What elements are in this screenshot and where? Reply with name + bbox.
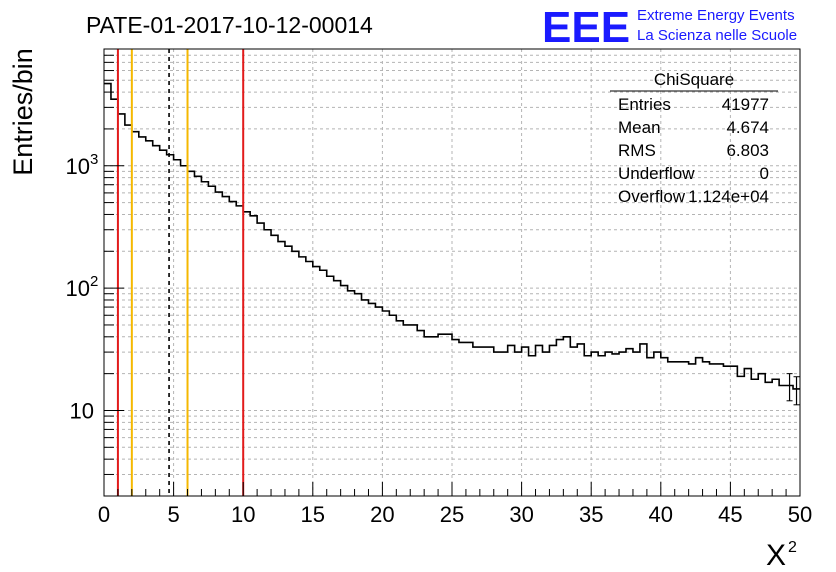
y-tick-label: 10 <box>70 398 94 423</box>
run-title: PATE-01-2017-10-12-00014 <box>86 12 373 38</box>
stats-value-mean: 4.674 <box>726 118 769 137</box>
stats-value-underflow: 0 <box>760 164 769 183</box>
y-tick-label: 10 <box>66 276 90 301</box>
eee-logo: EEE <box>542 3 630 52</box>
stats-label-underflow: Underflow <box>618 164 695 183</box>
x-tick-label: 10 <box>231 502 255 527</box>
histogram-outline <box>104 82 800 390</box>
x-tick-label: 5 <box>167 502 179 527</box>
x-tick-label: 30 <box>509 502 533 527</box>
logo-line-1: Extreme Energy Events <box>637 7 795 24</box>
reference-lines <box>116 49 245 496</box>
stats-label-overflow: Overflow <box>618 187 686 206</box>
stats-label-mean: Mean <box>618 118 661 137</box>
x-tick-label: 25 <box>440 502 464 527</box>
histogram <box>104 82 800 406</box>
stats-value-overflow: 1.124e+04 <box>688 187 769 206</box>
stats-label-rms: RMS <box>618 141 656 160</box>
stats-box: ChiSquare Entries 41977 Mean 4.674 RMS 6… <box>610 70 778 206</box>
stats-value-rms: 6.803 <box>726 141 769 160</box>
x-axis-label-superscript: 2 <box>788 539 797 556</box>
y-tick-label-superscript: 2 <box>90 273 98 290</box>
x-tick-label: 35 <box>579 502 603 527</box>
stats-label-entries: Entries <box>618 95 671 114</box>
x-tick-label: 40 <box>649 502 673 527</box>
y-tick-label: 10 <box>66 154 90 179</box>
stats-title: ChiSquare <box>654 70 734 89</box>
x-tick-label: 20 <box>370 502 394 527</box>
logo-line-2: La Scienza nelle Scuole <box>637 27 797 44</box>
x-tick-label: 15 <box>301 502 325 527</box>
x-axis-label: X <box>766 539 786 572</box>
y-tick-label-superscript: 3 <box>90 151 98 168</box>
x-tick-label: 50 <box>788 502 812 527</box>
y-axis-label: Entries/bin <box>8 48 38 176</box>
x-tick-label: 0 <box>98 502 110 527</box>
x-tick-label: 45 <box>718 502 742 527</box>
stats-value-entries: 41977 <box>722 95 769 114</box>
